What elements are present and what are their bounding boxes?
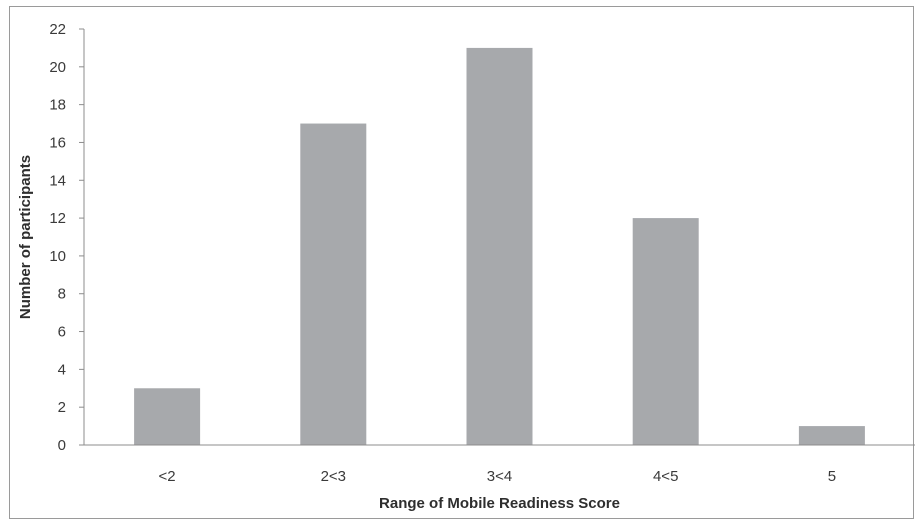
x-tick-label: 4<5 [653,468,678,485]
y-tick-label: 14 [49,172,66,189]
y-tick-label: 12 [49,210,66,227]
y-axis-ticks: 0 2 4 6 8 10 12 14 16 18 20 22 [49,21,84,454]
bar [632,218,699,445]
x-tick-label: <2 [159,468,176,485]
y-tick-label: 4 [58,361,66,378]
y-tick-label: 10 [49,248,66,265]
x-tick-label: 3<4 [487,468,512,485]
y-tick-label: 16 [49,134,66,151]
bars-group [134,47,865,446]
bar [300,123,367,445]
bar [798,426,865,445]
bar [134,388,201,445]
x-tick-label: 5 [828,468,836,485]
y-tick-label: 6 [58,324,66,341]
x-axis-title: Range of Mobile Readiness Score [379,495,620,512]
y-axis-title: Number of participants [17,155,34,319]
x-axis-ticks: <2 2<3 3<4 4<5 5 [159,468,837,485]
y-tick-label: 2 [58,399,66,416]
x-tick-label: 2<3 [321,468,346,485]
y-tick-label: 0 [58,437,66,454]
y-tick-label: 20 [49,59,66,76]
bar [466,47,533,446]
y-tick-label: 8 [58,286,66,303]
y-tick-label: 22 [49,21,66,38]
y-tick-label: 18 [49,97,66,114]
